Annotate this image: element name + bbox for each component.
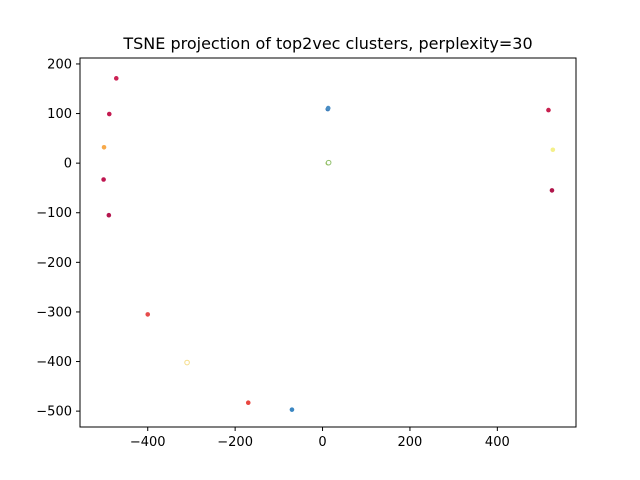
scatter-point <box>546 107 551 113</box>
plot-area-frame <box>79 57 577 428</box>
scatter-point <box>325 159 332 166</box>
y-tick-label: 100 <box>47 107 72 122</box>
y-tick-label: −400 <box>36 355 72 370</box>
chart-title: TSNE projection of top2vec clusters, per… <box>122 34 532 53</box>
scatter-point <box>325 105 331 111</box>
x-tick-label: −400 <box>130 435 166 450</box>
y-tick-label: 200 <box>47 57 72 72</box>
y-tick-label: −300 <box>36 305 72 320</box>
x-tick-label: 0 <box>318 435 326 450</box>
scatter-point <box>101 144 107 150</box>
scatter-point <box>245 400 251 405</box>
scatter-point <box>184 359 190 366</box>
y-tick-label: −100 <box>36 206 72 221</box>
x-tick-label: 400 <box>485 435 510 450</box>
scatter-point <box>550 147 556 153</box>
data-points <box>101 76 556 412</box>
scatter-point <box>289 407 295 412</box>
x-tick-label: −200 <box>217 435 253 450</box>
y-tick-label: 0 <box>64 157 72 172</box>
y-tick-label: −500 <box>36 405 72 420</box>
axis-ticks: −400 −200 0 200 400 −500 −400 −300 −200 −100 0 100 2… <box>36 57 509 450</box>
y-tick-label: −200 <box>36 256 72 271</box>
scatter-point <box>549 188 555 193</box>
scatter-point <box>145 312 151 317</box>
scatter-point <box>101 177 106 182</box>
scatter-point <box>106 111 112 117</box>
x-tick-label: 200 <box>398 435 423 450</box>
scatter-point <box>113 76 119 81</box>
scatter-point <box>106 212 112 218</box>
